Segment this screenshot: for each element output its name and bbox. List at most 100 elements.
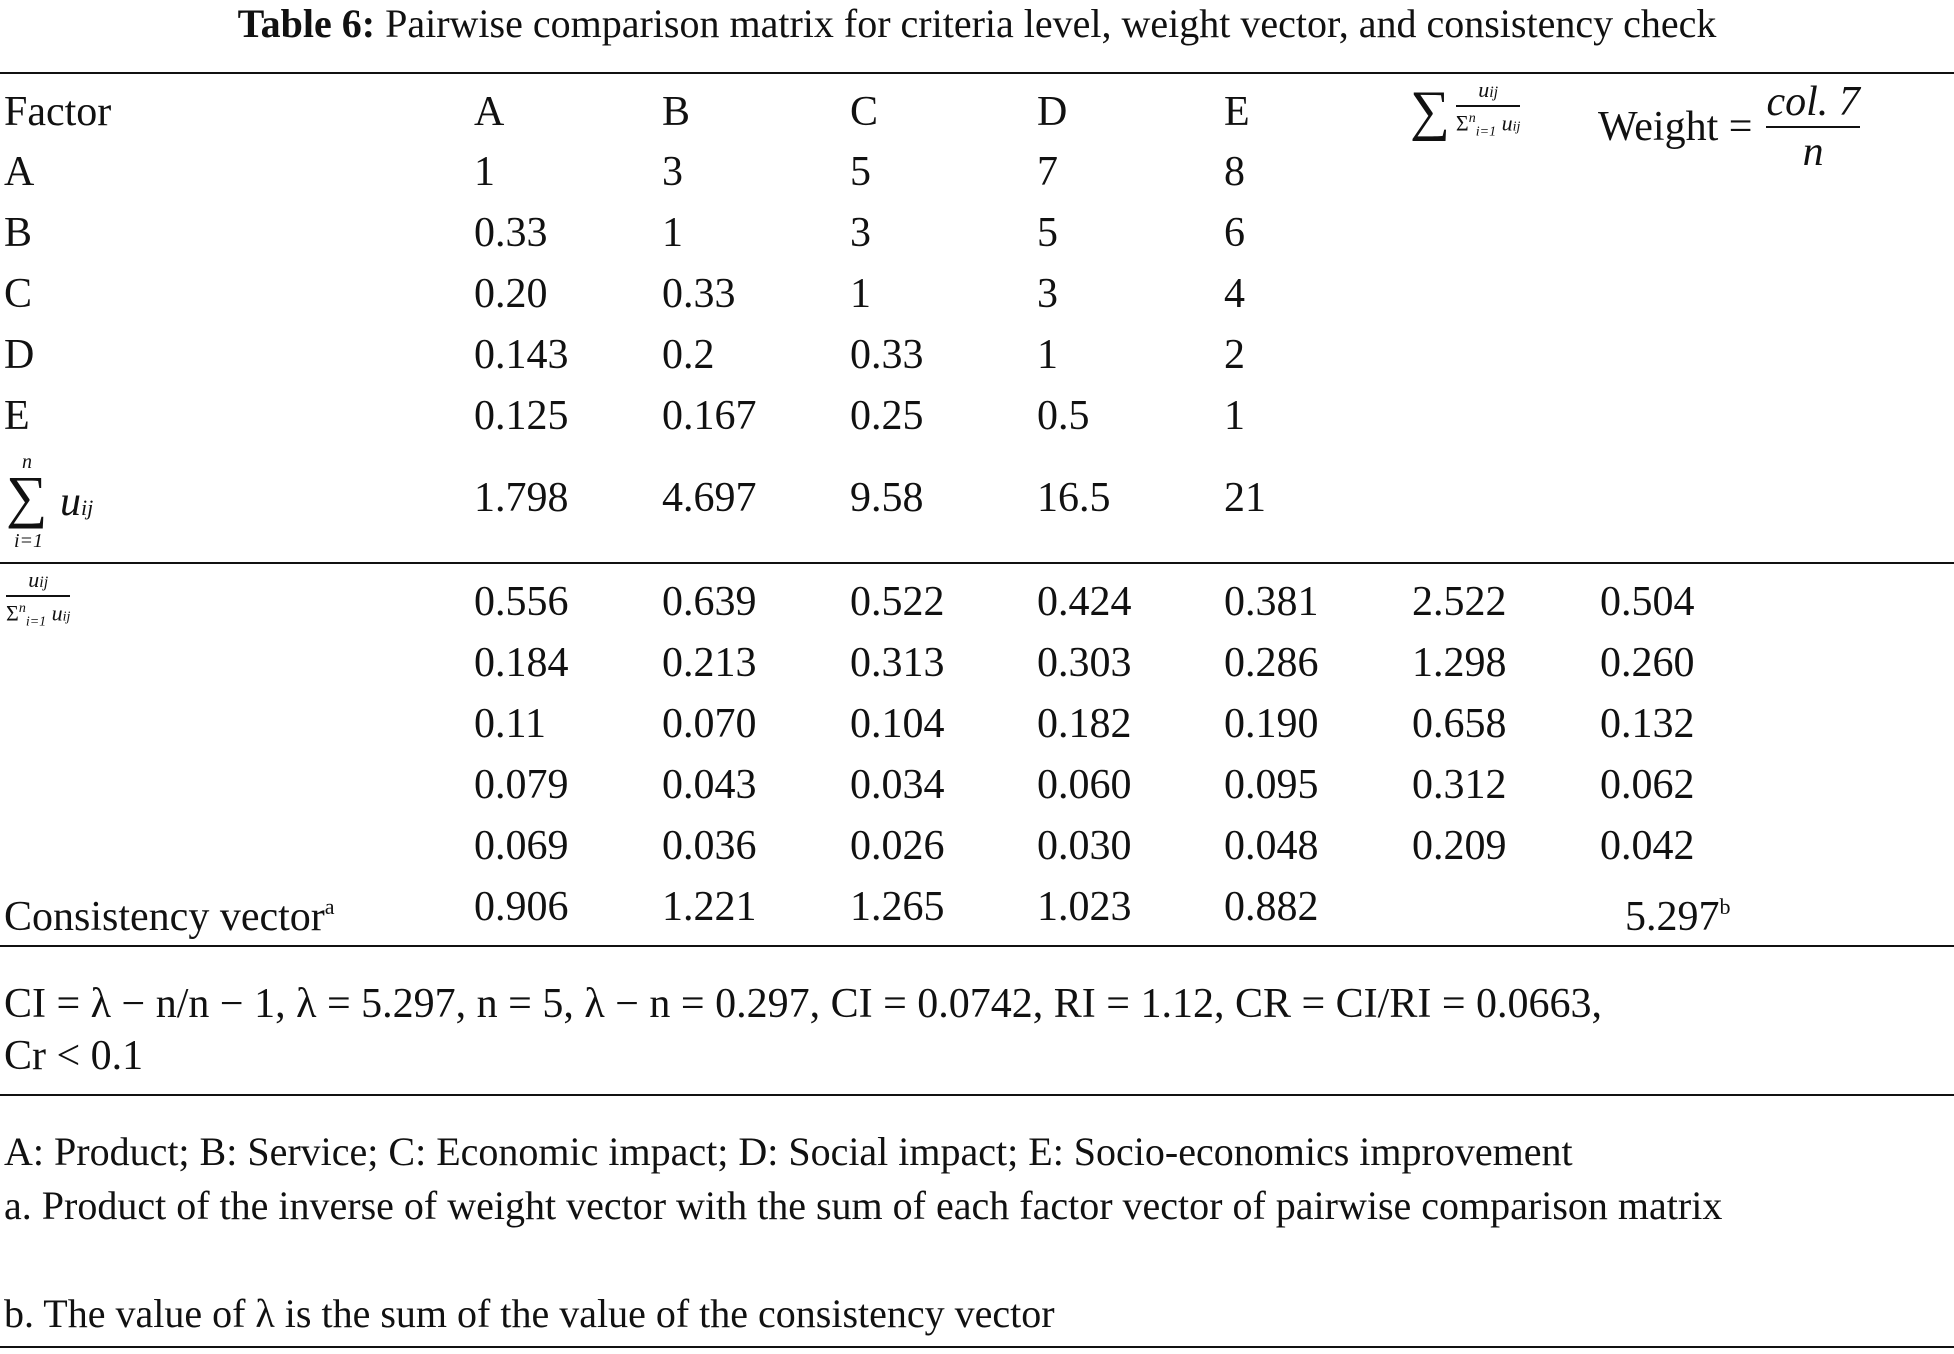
cell: 2 [1224,332,1245,378]
cell: 0.313 [850,640,945,686]
cell: 0.069 [474,823,569,869]
cell: 0.167 [662,393,757,439]
cell: 0.556 [474,579,569,625]
footnote-legend: A: Product; B: Service; C: Economic impa… [4,1129,1573,1174]
header-col-e: E [1224,89,1250,135]
row-sum: 1.298 [1412,640,1507,686]
consistency-total: 5.297b [1625,894,1731,940]
row-weight: 0.132 [1600,701,1695,747]
mid-rule [0,562,1954,564]
cell: 0.043 [662,762,757,808]
cell: 1 [1224,393,1245,439]
cell: 9.58 [850,475,924,521]
cell: 0.060 [1037,762,1132,808]
cell: 1.221 [662,884,757,930]
header-col-d: D [1037,89,1068,135]
cell: 7 [1037,149,1058,195]
top-rule [0,72,1954,74]
row-label: E [4,393,30,439]
cell: 0.906 [474,884,569,930]
row-weight: 0.260 [1600,640,1695,686]
cell: 0.522 [850,579,945,625]
row-sum: 0.658 [1412,701,1507,747]
header-col-c: C [850,89,879,135]
header-sum-symbol: ∑ [1410,80,1450,143]
cell: 0.286 [1224,640,1319,686]
cell: 0.5 [1037,393,1090,439]
cell: 3 [662,149,683,195]
cell: 21 [1224,475,1266,521]
cell: 1 [662,210,683,256]
footnote-a: a. Product of the inverse of weight vect… [4,1183,1723,1228]
cell: 0.190 [1224,701,1319,747]
weight-fraction: col. 7 n [1766,79,1860,175]
cell: 6 [1224,210,1245,256]
cell: 0.125 [474,393,569,439]
header-col-a: A [474,89,505,135]
cell: 1 [474,149,495,195]
cell: 1.265 [850,884,945,930]
cell: 0.33 [850,332,924,378]
normalized-label: uij Σni=1 uij [6,567,71,630]
cell: 0.070 [662,701,757,747]
cell: 4 [1224,271,1245,317]
cell: 0.381 [1224,579,1319,625]
footnote-b: b. The value of λ is the sum of the valu… [4,1291,1055,1336]
caption-label: Table 6: [237,1,376,46]
header-col7-sum: ∑ uij Σni=1 uij [1410,77,1521,145]
row-label: D [4,332,35,378]
row-sum: 2.522 [1412,579,1507,625]
cell: 8 [1224,149,1245,195]
header-col7-fraction: uij Σni=1 uij [1455,77,1521,140]
cell: 16.5 [1037,475,1111,521]
cell: 0.030 [1037,823,1132,869]
cell: 5 [850,149,871,195]
cell: 5 [1037,210,1058,256]
cell: 0.026 [850,823,945,869]
cell: 0.882 [1224,884,1319,930]
row-weight: 0.062 [1600,762,1695,808]
cell: 0.25 [850,393,924,439]
consistency-formula: CI = λ − n/n − 1, λ = 5.297, n = 5, λ − … [4,981,1603,1079]
cell: 0.034 [850,762,945,808]
cell: 0.095 [1224,762,1319,808]
cell: 0.104 [850,701,945,747]
cell: 3 [850,210,871,256]
row-weight: 0.042 [1600,823,1695,869]
row-label: C [4,271,33,317]
cell: 0.213 [662,640,757,686]
cell: 0.639 [662,579,757,625]
cell: 0.048 [1224,823,1319,869]
cell: 0.182 [1037,701,1132,747]
cell: 1.798 [474,475,569,521]
weight-label: Weight = [1598,104,1753,150]
cell: 0.2 [662,332,715,378]
cell: 0.143 [474,332,569,378]
bottom-rule [0,1346,1954,1348]
cell: 1.023 [1037,884,1132,930]
cell: 0.20 [474,271,548,317]
cell: 3 [1037,271,1058,317]
header-factor: Factor [4,89,112,135]
cell: 1 [1037,332,1058,378]
cell: 4.697 [662,475,757,521]
table-caption: Table 6: Pairwise comparison matrix for … [0,0,1954,48]
row-label: A [4,149,35,195]
cell: 0.33 [474,210,548,256]
row-label: B [4,210,33,256]
row-weight: 0.504 [1600,579,1695,625]
row-sum: 0.312 [1412,762,1507,808]
consistency-label: Consistency vectora [4,894,335,940]
header-col-b: B [662,89,691,135]
cell: 0.424 [1037,579,1132,625]
caption-text: Pairwise comparison matrix for criteria … [385,1,1717,46]
header-weight: Weight = col. 7 n [1598,78,1860,176]
sum-row-label: n ∑ i=1 uij [6,451,94,552]
row-sum: 0.209 [1412,823,1507,869]
cell: 0.303 [1037,640,1132,686]
cell: 1 [850,271,871,317]
cell: 0.079 [474,762,569,808]
notes-rule [0,1094,1954,1096]
cell: 0.184 [474,640,569,686]
cell: 0.33 [662,271,736,317]
